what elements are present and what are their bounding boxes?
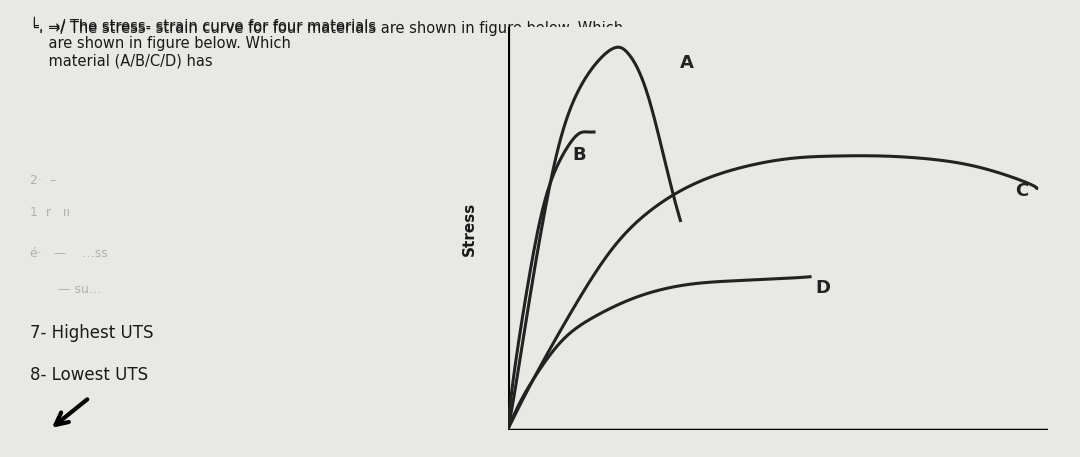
Text: └. →/ The stress- strain curve for four materials
    are shown in figure below.: └. →/ The stress- strain curve for four … <box>30 18 376 69</box>
Text: — su…: — su… <box>30 283 102 296</box>
Text: 7- Highest UTS: 7- Highest UTS <box>30 324 153 342</box>
Text: Stress: Stress <box>462 202 477 255</box>
Text: D: D <box>815 279 831 297</box>
Text: B: B <box>572 146 586 164</box>
Text: A: A <box>680 53 694 72</box>
Text: C: C <box>1015 182 1028 200</box>
Text: 2·  –: 2· – <box>30 174 56 186</box>
Text: └. →/ The stress- strain curve for four materials are shown in figure below. Whi: └. →/ The stress- strain curve for four … <box>30 18 623 36</box>
Text: é·   —    …ss: é· — …ss <box>30 247 108 260</box>
Text: 8- Lowest UTS: 8- Lowest UTS <box>30 366 148 383</box>
Text: 1  r   ıı: 1 r ıı <box>30 206 70 218</box>
